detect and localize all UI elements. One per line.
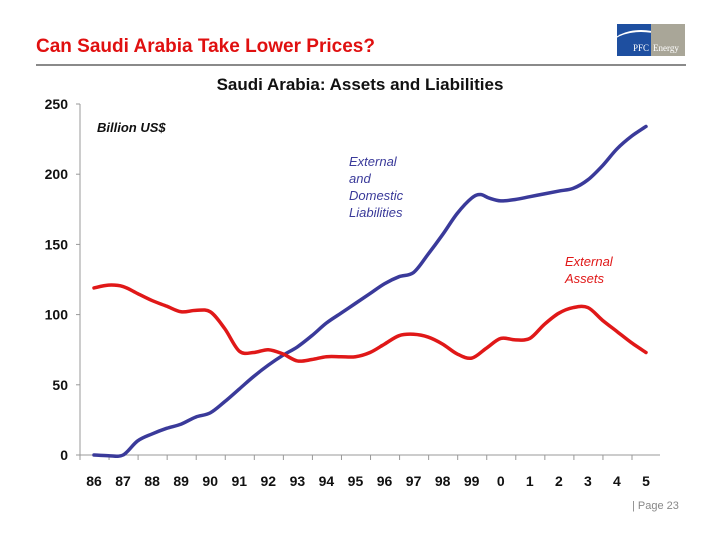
x-tick-label: 87 [115, 473, 131, 489]
x-tick-label: 5 [642, 473, 650, 489]
x-tick-label: 88 [144, 473, 160, 489]
series-label-assets: External [565, 254, 614, 269]
x-tick-label: 90 [202, 473, 218, 489]
series-label-liabilities: Domestic [349, 188, 404, 203]
series-label-liabilities: and [349, 171, 371, 186]
x-tick-label: 99 [464, 473, 480, 489]
x-tick-label: 2 [555, 473, 563, 489]
x-tick-label: 96 [377, 473, 393, 489]
logo-right: Energy [651, 24, 685, 56]
x-tick-label: 89 [173, 473, 189, 489]
y-tick-label: 150 [45, 236, 69, 252]
y-tick-label: 100 [45, 307, 69, 323]
y-tick-label: 0 [60, 447, 68, 463]
x-tick-label: 3 [584, 473, 592, 489]
series-line-assets [92, 283, 648, 363]
x-tick-label: 93 [290, 473, 306, 489]
x-tick-label: 91 [231, 473, 247, 489]
logo-left: PFC [617, 24, 651, 56]
pfc-energy-logo: PFC Energy [617, 24, 685, 56]
logo-text-energy: Energy [653, 43, 679, 53]
x-tick-label: 97 [406, 473, 422, 489]
series-line-liabilities [92, 124, 648, 459]
x-tick-label: 98 [435, 473, 451, 489]
y-tick-label: 200 [45, 166, 69, 182]
series-label-liabilities: Liabilities [349, 205, 403, 220]
page-number: | Page 23 [632, 500, 679, 512]
y-tick-label: 250 [45, 96, 69, 112]
y-axis-unit-label: Billion US$ [97, 120, 166, 135]
x-tick-label: 92 [261, 473, 277, 489]
series-label-assets: Assets [564, 271, 605, 286]
series-label-liabilities: External [349, 154, 398, 169]
x-tick-label: 86 [86, 473, 102, 489]
x-tick-label: 0 [497, 473, 505, 489]
title-divider [36, 64, 686, 66]
x-tick-label: 1 [526, 473, 534, 489]
slide-title: Can Saudi Arabia Take Lower Prices? [36, 36, 375, 57]
x-tick-label: 4 [613, 473, 621, 489]
chart-title: Saudi Arabia: Assets and Liabilities [217, 75, 504, 94]
y-tick-label: 50 [52, 377, 68, 393]
x-tick-label: 94 [319, 473, 335, 489]
x-tick-label: 95 [348, 473, 364, 489]
